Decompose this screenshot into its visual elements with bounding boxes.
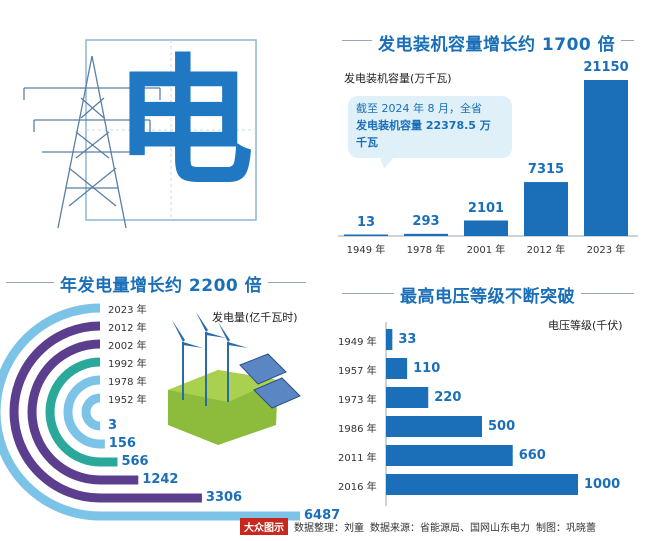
voltage-category-label: 2016 年	[338, 482, 377, 493]
generation-value-label: 156	[108, 436, 136, 451]
voltage-chart	[385, 322, 578, 506]
capacity-bar	[404, 233, 448, 236]
capacity-category-label: 1978 年	[406, 245, 446, 256]
capacity-value-label: 21150	[583, 60, 629, 75]
generation-category-label: 1978 年	[108, 377, 147, 388]
voltage-bar	[386, 358, 408, 379]
generation-value-label: 6487	[304, 508, 341, 523]
capacity-category-label: 1949 年	[346, 245, 386, 256]
generation-arc	[81, 393, 101, 431]
generation-arc	[0, 303, 300, 521]
generation-value-label: 1242	[142, 472, 179, 487]
capacity-value-label: 293	[412, 213, 440, 229]
capacity-unit: 发电装机容量(万千瓦)	[344, 72, 452, 85]
hero-character: 电	[114, 41, 255, 205]
voltage-unit: 电压等级(千伏)	[548, 319, 623, 332]
voltage-value-label: 660	[518, 448, 546, 463]
voltage-value-label: 500	[488, 419, 516, 434]
generation-arc	[63, 375, 105, 449]
generation-category-label: 1992 年	[108, 359, 147, 370]
capacity-chart	[338, 80, 638, 237]
capacity-note-line1: 截至 2024 年 8 月，全省	[356, 102, 482, 115]
generation-value-label: 3306	[205, 490, 243, 505]
generation-value-label: 3	[108, 418, 118, 433]
footer-design: 制图：巩晓蕾	[536, 523, 596, 534]
voltage-value-label: 1000	[584, 477, 621, 492]
generation-title: 年发电量增长约 2200 倍	[54, 271, 269, 296]
generation-value-label: 566	[121, 454, 149, 469]
capacity-bar	[464, 220, 508, 236]
capacity-bar	[344, 234, 388, 236]
voltage-category-label: 1957 年	[338, 366, 377, 377]
voltage-value-label: 33	[398, 332, 417, 347]
voltage-bar	[386, 416, 482, 437]
voltage-category-label: 1949 年	[338, 337, 377, 348]
voltage-bar	[386, 474, 578, 495]
generation-chart	[0, 303, 300, 521]
voltage-category-label: 1973 年	[338, 395, 377, 406]
generation-unit: 发电量(亿千瓦时)	[212, 311, 298, 324]
capacity-title: 发电装机容量增长约 1700 倍	[372, 30, 622, 55]
capacity-bar	[584, 80, 628, 236]
footer: 大众图示 数据整理：刘童 数据来源：省能源局、国网山东电力 制图：巩晓蕾	[240, 518, 596, 535]
hero-illustration: 电	[6, 28, 268, 238]
callout-pointer	[380, 157, 394, 169]
generation-arc	[9, 321, 202, 503]
generation-arc	[27, 339, 139, 485]
voltage-bar	[386, 387, 429, 408]
generation-category-label: 2012 年	[108, 323, 147, 334]
capacity-value-label: 2101	[467, 200, 505, 216]
voltage-title: 最高电压等级不断突破	[394, 282, 581, 307]
voltage-bar	[386, 445, 513, 466]
voltage-bar	[386, 329, 393, 350]
capacity-value-label: 13	[356, 214, 376, 230]
generation-arc	[45, 357, 118, 467]
voltage-category-label: 1986 年	[338, 424, 377, 435]
voltage-value-label: 220	[434, 390, 462, 405]
capacity-callout: 截至 2024 年 8 月，全省 发电装机容量 22378.5 万 千瓦	[348, 96, 512, 158]
generation-category-label: 2023 年	[108, 305, 147, 316]
capacity-value-label: 7315	[527, 162, 565, 178]
voltage-category-label: 2011 年	[338, 453, 377, 464]
capacity-category-label: 2023 年	[586, 245, 626, 256]
capacity-note-line2: 发电装机容量 22378.5 万	[356, 119, 491, 132]
footer-editor: 数据整理：刘童	[294, 523, 364, 534]
footer-source: 数据来源：省能源局、国网山东电力	[370, 523, 530, 534]
brand-logo: 大众图示	[240, 518, 288, 535]
capacity-category-label: 2001 年	[466, 245, 506, 256]
voltage-value-label: 110	[413, 361, 441, 376]
capacity-note-line3: 千瓦	[356, 136, 378, 149]
capacity-bar	[524, 182, 568, 236]
generation-category-label: 1952 年	[108, 395, 147, 406]
power-pylon-icon	[23, 39, 257, 229]
wind-solar-icon	[168, 312, 301, 445]
generation-category-label: 2002 年	[108, 341, 147, 352]
capacity-category-label: 2012 年	[526, 245, 566, 256]
